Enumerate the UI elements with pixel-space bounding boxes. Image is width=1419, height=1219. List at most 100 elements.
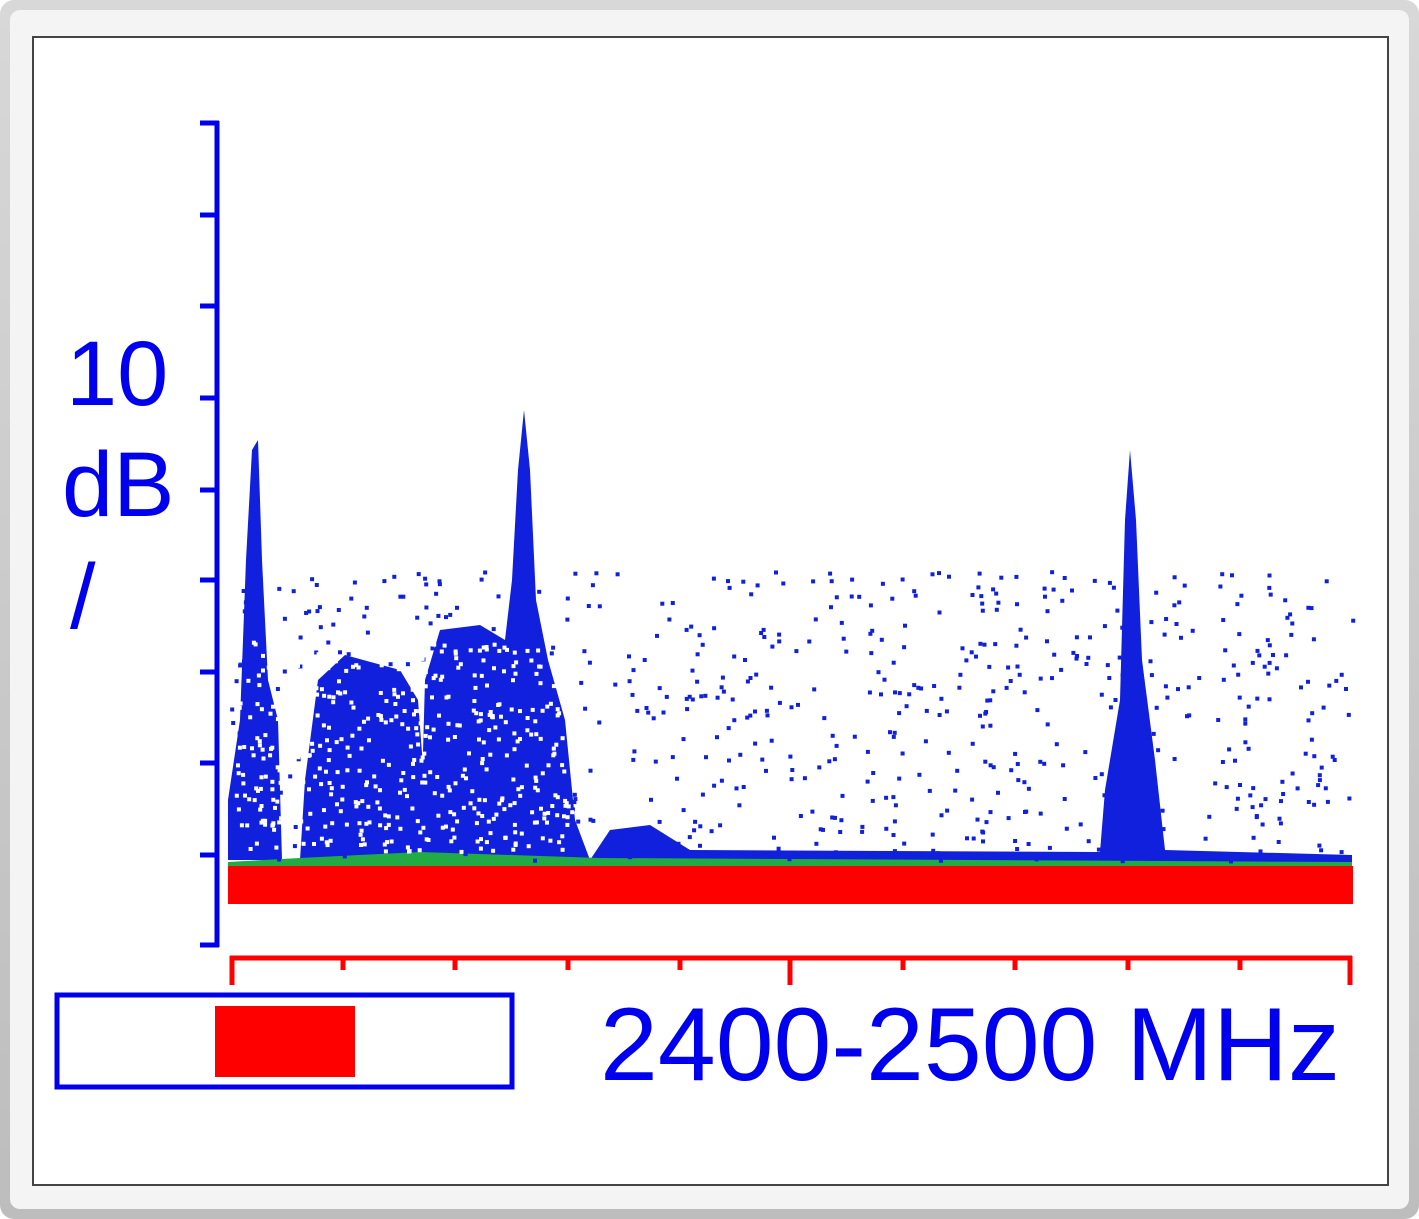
spectrum-gap [358, 832, 363, 837]
spectrum-dot [704, 755, 708, 760]
spectrum-dot [642, 658, 647, 662]
spectrum-dot [868, 603, 873, 608]
spectrum-dot [919, 686, 924, 691]
spectrum-gap [241, 772, 246, 777]
spectrum-dot [237, 731, 242, 736]
spectrum-dot [676, 841, 681, 846]
spectrum-dot [459, 740, 464, 745]
spectrum-dot [1224, 785, 1229, 790]
spectrum-dot [298, 635, 303, 640]
spectrum-gap [446, 694, 451, 699]
spectrum-gap [502, 669, 506, 674]
spectrum-dot [1339, 672, 1344, 677]
spectrum-dot [304, 805, 309, 810]
spectrum-dot [916, 685, 921, 690]
spectrum-dot [1064, 826, 1069, 831]
spectrum-dot [448, 671, 453, 676]
spectrum-dot [268, 708, 272, 713]
spectrum-gap [307, 787, 311, 792]
spectrum-dot [1179, 635, 1183, 640]
spectrum-gap [562, 769, 567, 774]
spectrum-gap [299, 689, 304, 694]
spectrum-dot [444, 615, 448, 620]
spectrum-gap [480, 761, 485, 766]
spectrum-dot [1267, 643, 1272, 648]
spectrum-dot [230, 707, 235, 712]
spectrum-dot [983, 759, 988, 764]
spectrum-gap [327, 781, 332, 785]
spectrum-dot [576, 819, 581, 824]
spectrum-gap [542, 811, 547, 816]
spectrum-gap [254, 786, 259, 791]
spectrum-dot [1133, 710, 1138, 715]
spectrum-gap [237, 705, 242, 710]
spectrum-gap [488, 710, 493, 714]
spectrum-dot [265, 838, 270, 843]
spectrum-dot [317, 605, 322, 610]
spectrum-gap [373, 784, 378, 789]
spectrum-gap [324, 661, 328, 666]
spectrum-gap [468, 648, 473, 653]
spectrum-dot [1317, 778, 1322, 783]
spectrum-dot [234, 679, 239, 684]
spectrum-dot [480, 833, 485, 838]
spectrum-dot [960, 646, 965, 651]
spectrum-dot [996, 600, 1001, 605]
spectrum-gap [284, 722, 289, 727]
spectrum-dot [754, 672, 759, 677]
spectrum-gap [566, 804, 571, 809]
spectrum-dot [428, 621, 433, 626]
spectrum-gap [558, 661, 563, 666]
spectrum-dot [841, 636, 846, 641]
spectrum-dot [1223, 648, 1228, 653]
spectrum-gap [319, 687, 324, 692]
spectrum-gap [334, 740, 339, 745]
spectrum-dot [459, 684, 464, 689]
spectrum-gap [257, 739, 262, 744]
spectrum-gap [296, 663, 300, 668]
spectrum-gap [337, 679, 341, 684]
spectrum-gap [442, 643, 447, 648]
spectrum-dot [897, 776, 902, 781]
spectrum-gap [530, 707, 535, 712]
spectrum-gap [315, 692, 320, 697]
spectrum-dot [1099, 772, 1104, 777]
spectrum-dot [821, 827, 825, 832]
spectrum-gap [499, 798, 504, 803]
spectrum-gap [309, 658, 314, 663]
spectrum-dot [1107, 676, 1112, 680]
spectrum-gap [450, 827, 455, 832]
spectrum-dot [1074, 656, 1079, 661]
spectrum-dot [646, 710, 651, 715]
spectrum-dot [697, 633, 702, 638]
spectrum-dot [939, 696, 944, 701]
band-selector-thumb[interactable] [215, 1006, 355, 1077]
spectrum-dot [491, 803, 496, 808]
spectrum-gap [430, 695, 434, 700]
spectrum-dot [312, 825, 317, 830]
spectrum-gap [514, 660, 519, 665]
spectrum-gap [356, 665, 361, 670]
spectrum-dot [243, 755, 248, 760]
spectrum-dot [252, 603, 257, 608]
spectrum-dot [1221, 677, 1226, 682]
spectrum-dot [242, 609, 247, 614]
spectrum-dot [597, 604, 602, 609]
spectrum-gap [273, 805, 277, 810]
spectrum-dot [794, 649, 799, 654]
spectrum-dot [430, 691, 435, 696]
spectrum-gap [245, 823, 250, 828]
spectrum-dot [322, 677, 327, 682]
spectrum-gap [516, 787, 521, 792]
spectrum-gap [360, 799, 365, 804]
spectrum-gap [291, 785, 296, 790]
spectrum-dot [350, 676, 355, 681]
spectrum-dot [996, 790, 1000, 795]
spectrum-dot [902, 645, 907, 650]
spectrum-gap [289, 849, 293, 853]
spectrum-gap [362, 649, 367, 654]
spectrum-dot [1234, 806, 1239, 811]
spectrum-dot [1034, 857, 1039, 862]
spectrum-dot [231, 721, 236, 725]
spectrum-dot [695, 679, 700, 684]
